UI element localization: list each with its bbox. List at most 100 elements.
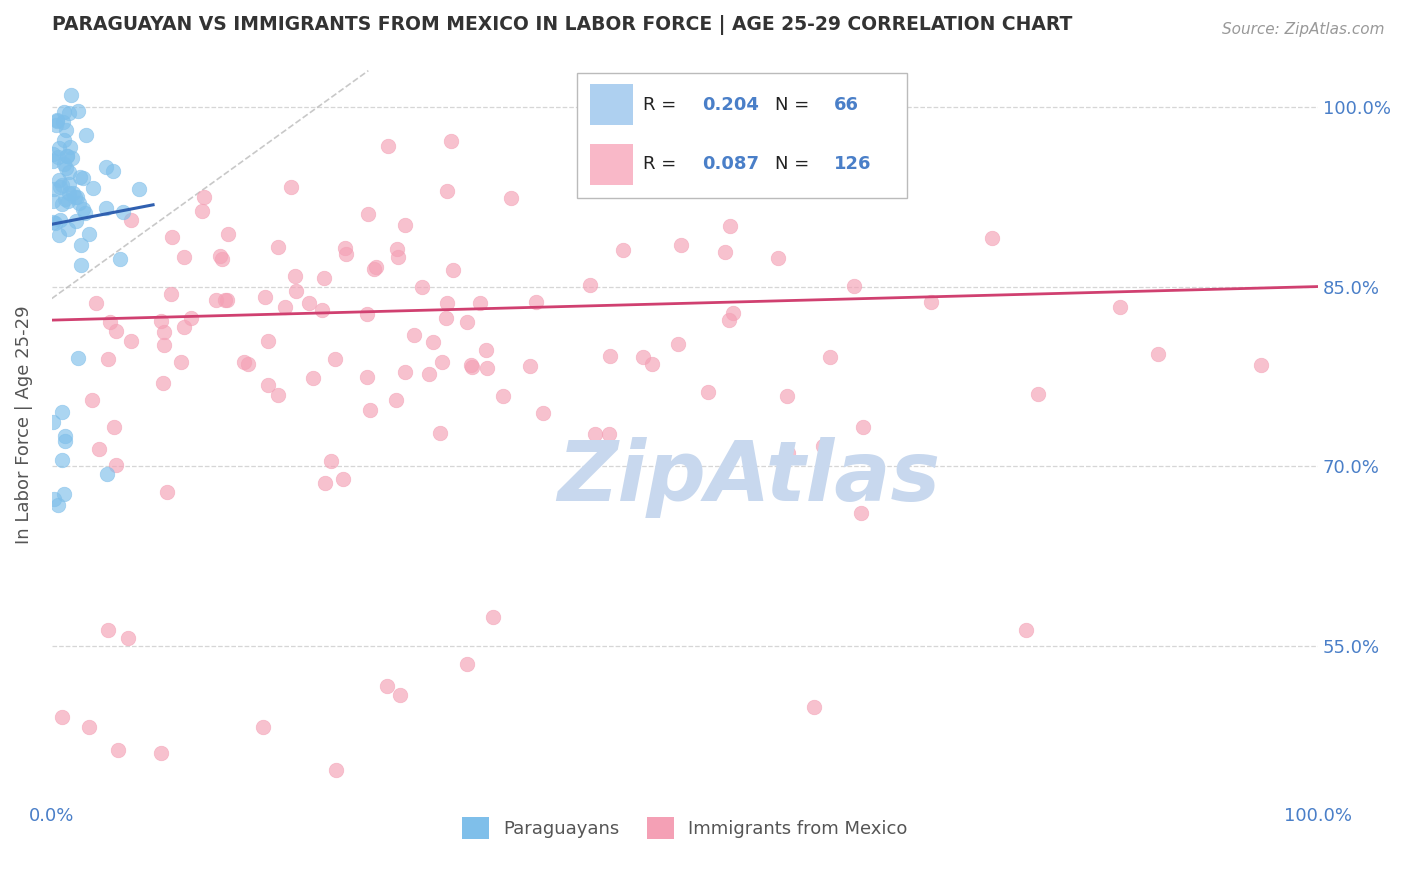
Point [75,128,97,142]
Point [152,338,174,352]
Point [411,280,433,294]
Point [48,173,70,187]
Point [641,357,664,371]
Point [149,747,172,761]
Point [152,325,174,339]
Point [67,195,90,210]
Point [205,293,228,307]
Point [49,213,72,227]
Point [375,679,398,693]
Point [851,506,873,520]
Point [671,237,693,252]
Point [52,114,75,128]
Point [128,182,150,196]
Point [387,242,409,256]
Point [778,446,800,460]
Point [384,393,406,408]
Point [599,350,621,364]
Point [55,149,77,163]
Point [297,296,319,310]
Point [84,296,107,310]
Point [51,405,73,419]
Point [211,252,233,266]
Point [53,105,76,120]
Point [312,271,335,285]
Point [120,212,142,227]
Point [257,378,280,392]
Point [56,221,79,235]
Y-axis label: In Labor Force | Age 25-29: In Labor Force | Age 25-29 [15,305,32,544]
Point [96,467,118,481]
Point [152,376,174,391]
Point [335,247,357,261]
Point [55,434,77,448]
Point [42,153,65,168]
Point [193,189,215,203]
Point [583,426,606,441]
Point [53,428,76,442]
Point [55,192,77,206]
Point [42,194,65,208]
Point [274,300,297,314]
Point [82,392,104,407]
Point [58,165,80,179]
Point [108,252,131,267]
Point [475,360,498,375]
Point [103,420,125,434]
Point [42,415,65,429]
Point [58,106,80,120]
Point [284,268,307,283]
Text: ZipAtlas: ZipAtlas [557,437,939,518]
Point [377,139,399,153]
Point [359,403,381,417]
Point [519,359,541,373]
Point [217,227,239,242]
Point [254,290,277,304]
Point [45,118,67,132]
Point [357,207,380,221]
Point [302,371,325,385]
Point [72,202,94,217]
Point [214,293,236,308]
Point [51,197,73,211]
Point [111,204,134,219]
Point [531,406,554,420]
Point [1250,359,1272,373]
Point [65,214,87,228]
Point [180,311,202,326]
Point [100,315,122,329]
Point [430,354,453,368]
Point [434,311,457,326]
Point [101,163,124,178]
Point [980,231,1002,245]
Point [173,250,195,264]
Point [818,350,841,364]
Point [460,359,482,374]
Point [191,204,214,219]
Point [236,357,259,371]
Point [94,202,117,216]
Point [436,184,458,198]
Point [441,262,464,277]
Point [257,334,280,349]
Point [107,743,129,757]
Legend: Paraguayans, Immigrants from Mexico: Paraguayans, Immigrants from Mexico [454,810,915,847]
Point [159,287,181,301]
Point [42,491,65,506]
Point [1026,387,1049,401]
Point [120,334,142,349]
Point [160,230,183,244]
Point [70,258,93,272]
Point [356,308,378,322]
Point [388,688,411,702]
Point [394,365,416,379]
Point [429,425,451,440]
Point [766,251,789,265]
Point [460,358,482,372]
Point [314,476,336,491]
Point [491,389,513,403]
Point [104,458,127,472]
Point [72,171,94,186]
Point [325,763,347,777]
Point [456,657,478,672]
